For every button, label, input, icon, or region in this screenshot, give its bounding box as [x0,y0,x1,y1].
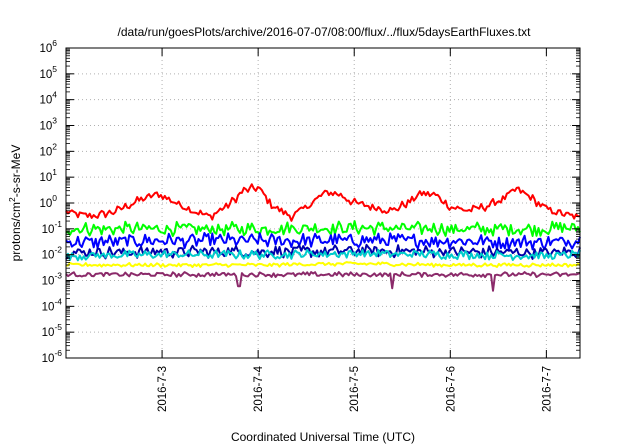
y-tick-base: 10 [42,327,55,339]
y-tick-base: 10 [39,198,52,210]
y-tick-label: 100 [39,193,57,210]
series-line-4 [65,248,581,262]
y-tick-exp: 4 [52,90,57,100]
y-tick-label: 105 [39,64,57,81]
y-tick-label: 10-1 [42,219,63,236]
x-tick-label: 2016-7-7 [541,366,553,412]
series-line-2 [65,232,581,251]
chart-title: /data/run/goesPlots/archive/2016-07-07/0… [118,25,532,39]
y-tick-base: 10 [39,69,52,81]
y-tick-exp: -5 [54,322,62,332]
y-tick-exp: -4 [54,296,62,306]
x-tick-label: 2016-7-4 [253,365,265,412]
y-tick-exp: -3 [54,271,62,281]
y-tick-exp: 2 [52,141,57,151]
y-tick-label: 104 [39,90,57,107]
y-tick-labels: 10-610-510-410-310-210-11001011021031041… [39,38,62,365]
y-axis-label-base: protons/cm [9,202,23,261]
x-tick-label: 2016-7-3 [157,366,169,412]
x-tick-label: 2016-7-5 [349,366,361,412]
y-axis-label: protons/cm2-s-sr-MeV [7,145,23,262]
y-tick-base: 10 [42,353,55,365]
y-tick-label: 106 [39,38,57,55]
y-tick-label: 102 [39,141,57,158]
series-line-5 [66,261,581,268]
y-tick-exp: -6 [54,348,62,358]
series-line-0 [65,183,581,222]
y-tick-label: 10-2 [42,245,63,262]
y-tick-base: 10 [39,43,52,55]
x-axis-label: Coordinated Universal Time (UTC) [231,430,415,444]
y-tick-label: 10-3 [42,271,63,288]
y-tick-base: 10 [39,121,52,133]
grid [66,48,580,358]
y-tick-label: 101 [39,167,57,184]
y-tick-exp: 1 [52,167,57,177]
y-tick-base: 10 [42,301,55,313]
axis-ticks [66,47,580,359]
y-axis-label-rest: -s-sr-MeV [9,145,23,198]
y-tick-base: 10 [39,95,52,107]
y-tick-label: 103 [39,116,57,133]
y-tick-exp: -1 [54,219,62,229]
y-tick-base: 10 [39,146,52,158]
x-tick-label: 2016-7-6 [445,366,457,412]
series-layer [65,183,581,292]
y-tick-base: 10 [42,276,55,288]
y-tick-base: 10 [42,224,55,236]
x-tick-labels: 2016-7-3 2016-7-4 2016-7-5 2016-7-6 2016-7-7 [157,365,553,412]
y-tick-base: 10 [42,250,55,262]
y-tick-label: 10-4 [42,296,63,313]
y-tick-label: 10-6 [42,348,63,365]
series-line-6 [65,271,581,292]
y-tick-exp: 5 [52,64,57,74]
series-line-3 [65,243,581,260]
y-tick-exp: 0 [52,193,57,203]
y-tick-exp: -2 [54,245,62,255]
series-line-1 [65,220,581,237]
y-tick-base: 10 [39,172,52,184]
y-tick-exp: 6 [52,38,57,48]
y-axis-label-sup: 2 [7,197,17,202]
y-tick-label: 10-5 [42,322,63,339]
y-tick-exp: 3 [52,116,57,126]
